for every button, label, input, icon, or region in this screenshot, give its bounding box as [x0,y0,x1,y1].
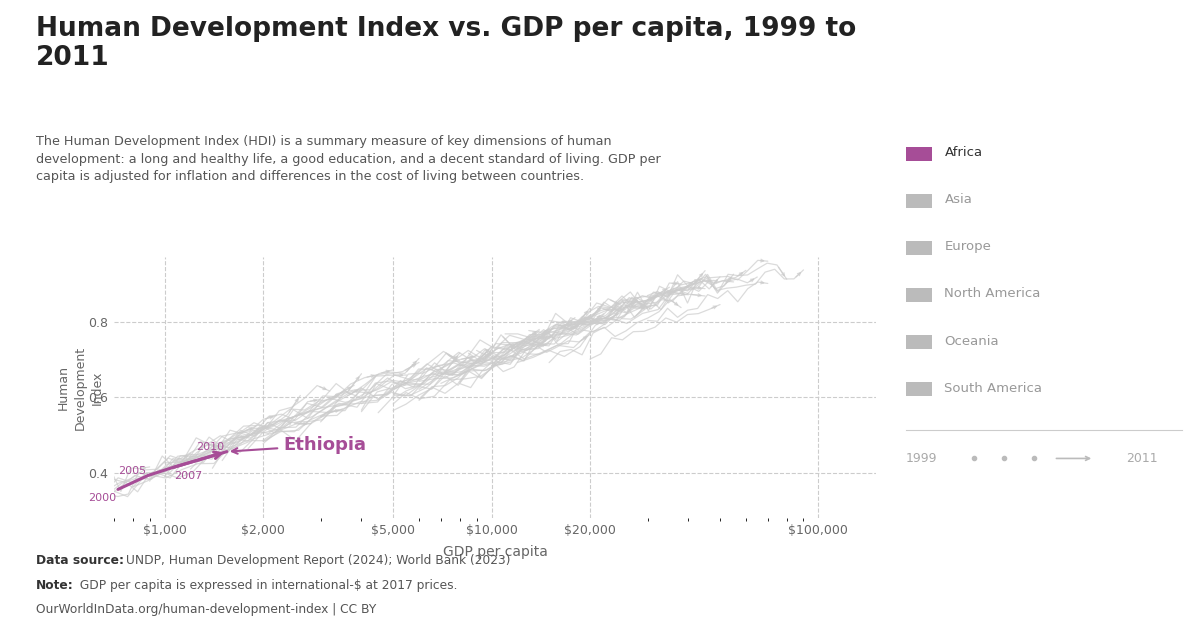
Text: Our World
in Data: Our World in Data [1064,39,1145,71]
Text: 2010: 2010 [197,441,224,452]
Text: South America: South America [944,382,1043,394]
Y-axis label: Human
Development
Index: Human Development Index [56,346,103,430]
Text: GDP per capita is expressed in international-$ at 2017 prices.: GDP per capita is expressed in internati… [76,579,457,592]
X-axis label: GDP per capita: GDP per capita [443,545,547,559]
Text: Asia: Asia [944,193,972,206]
Text: UNDP, Human Development Report (2024); World Bank (2023): UNDP, Human Development Report (2024); W… [122,554,511,567]
Text: Data source:: Data source: [36,554,124,567]
Text: Europe: Europe [944,241,991,253]
Text: Human Development Index vs. GDP per capita, 1999 to
2011: Human Development Index vs. GDP per capi… [36,16,857,71]
Text: Oceania: Oceania [944,335,1000,347]
Text: The Human Development Index (HDI) is a summary measure of key dimensions of huma: The Human Development Index (HDI) is a s… [36,135,661,183]
Text: Note:: Note: [36,579,73,592]
Text: 2007: 2007 [174,471,202,481]
Text: North America: North America [944,288,1040,300]
Text: Ethiopia: Ethiopia [232,436,366,454]
Text: OurWorldInData.org/human-development-index | CC BY: OurWorldInData.org/human-development-ind… [36,603,377,616]
Text: 1999: 1999 [906,452,937,465]
Text: 2000: 2000 [88,493,116,502]
Text: Africa: Africa [944,146,983,159]
Text: 2005: 2005 [118,465,146,475]
Text: 2011: 2011 [1127,452,1158,465]
